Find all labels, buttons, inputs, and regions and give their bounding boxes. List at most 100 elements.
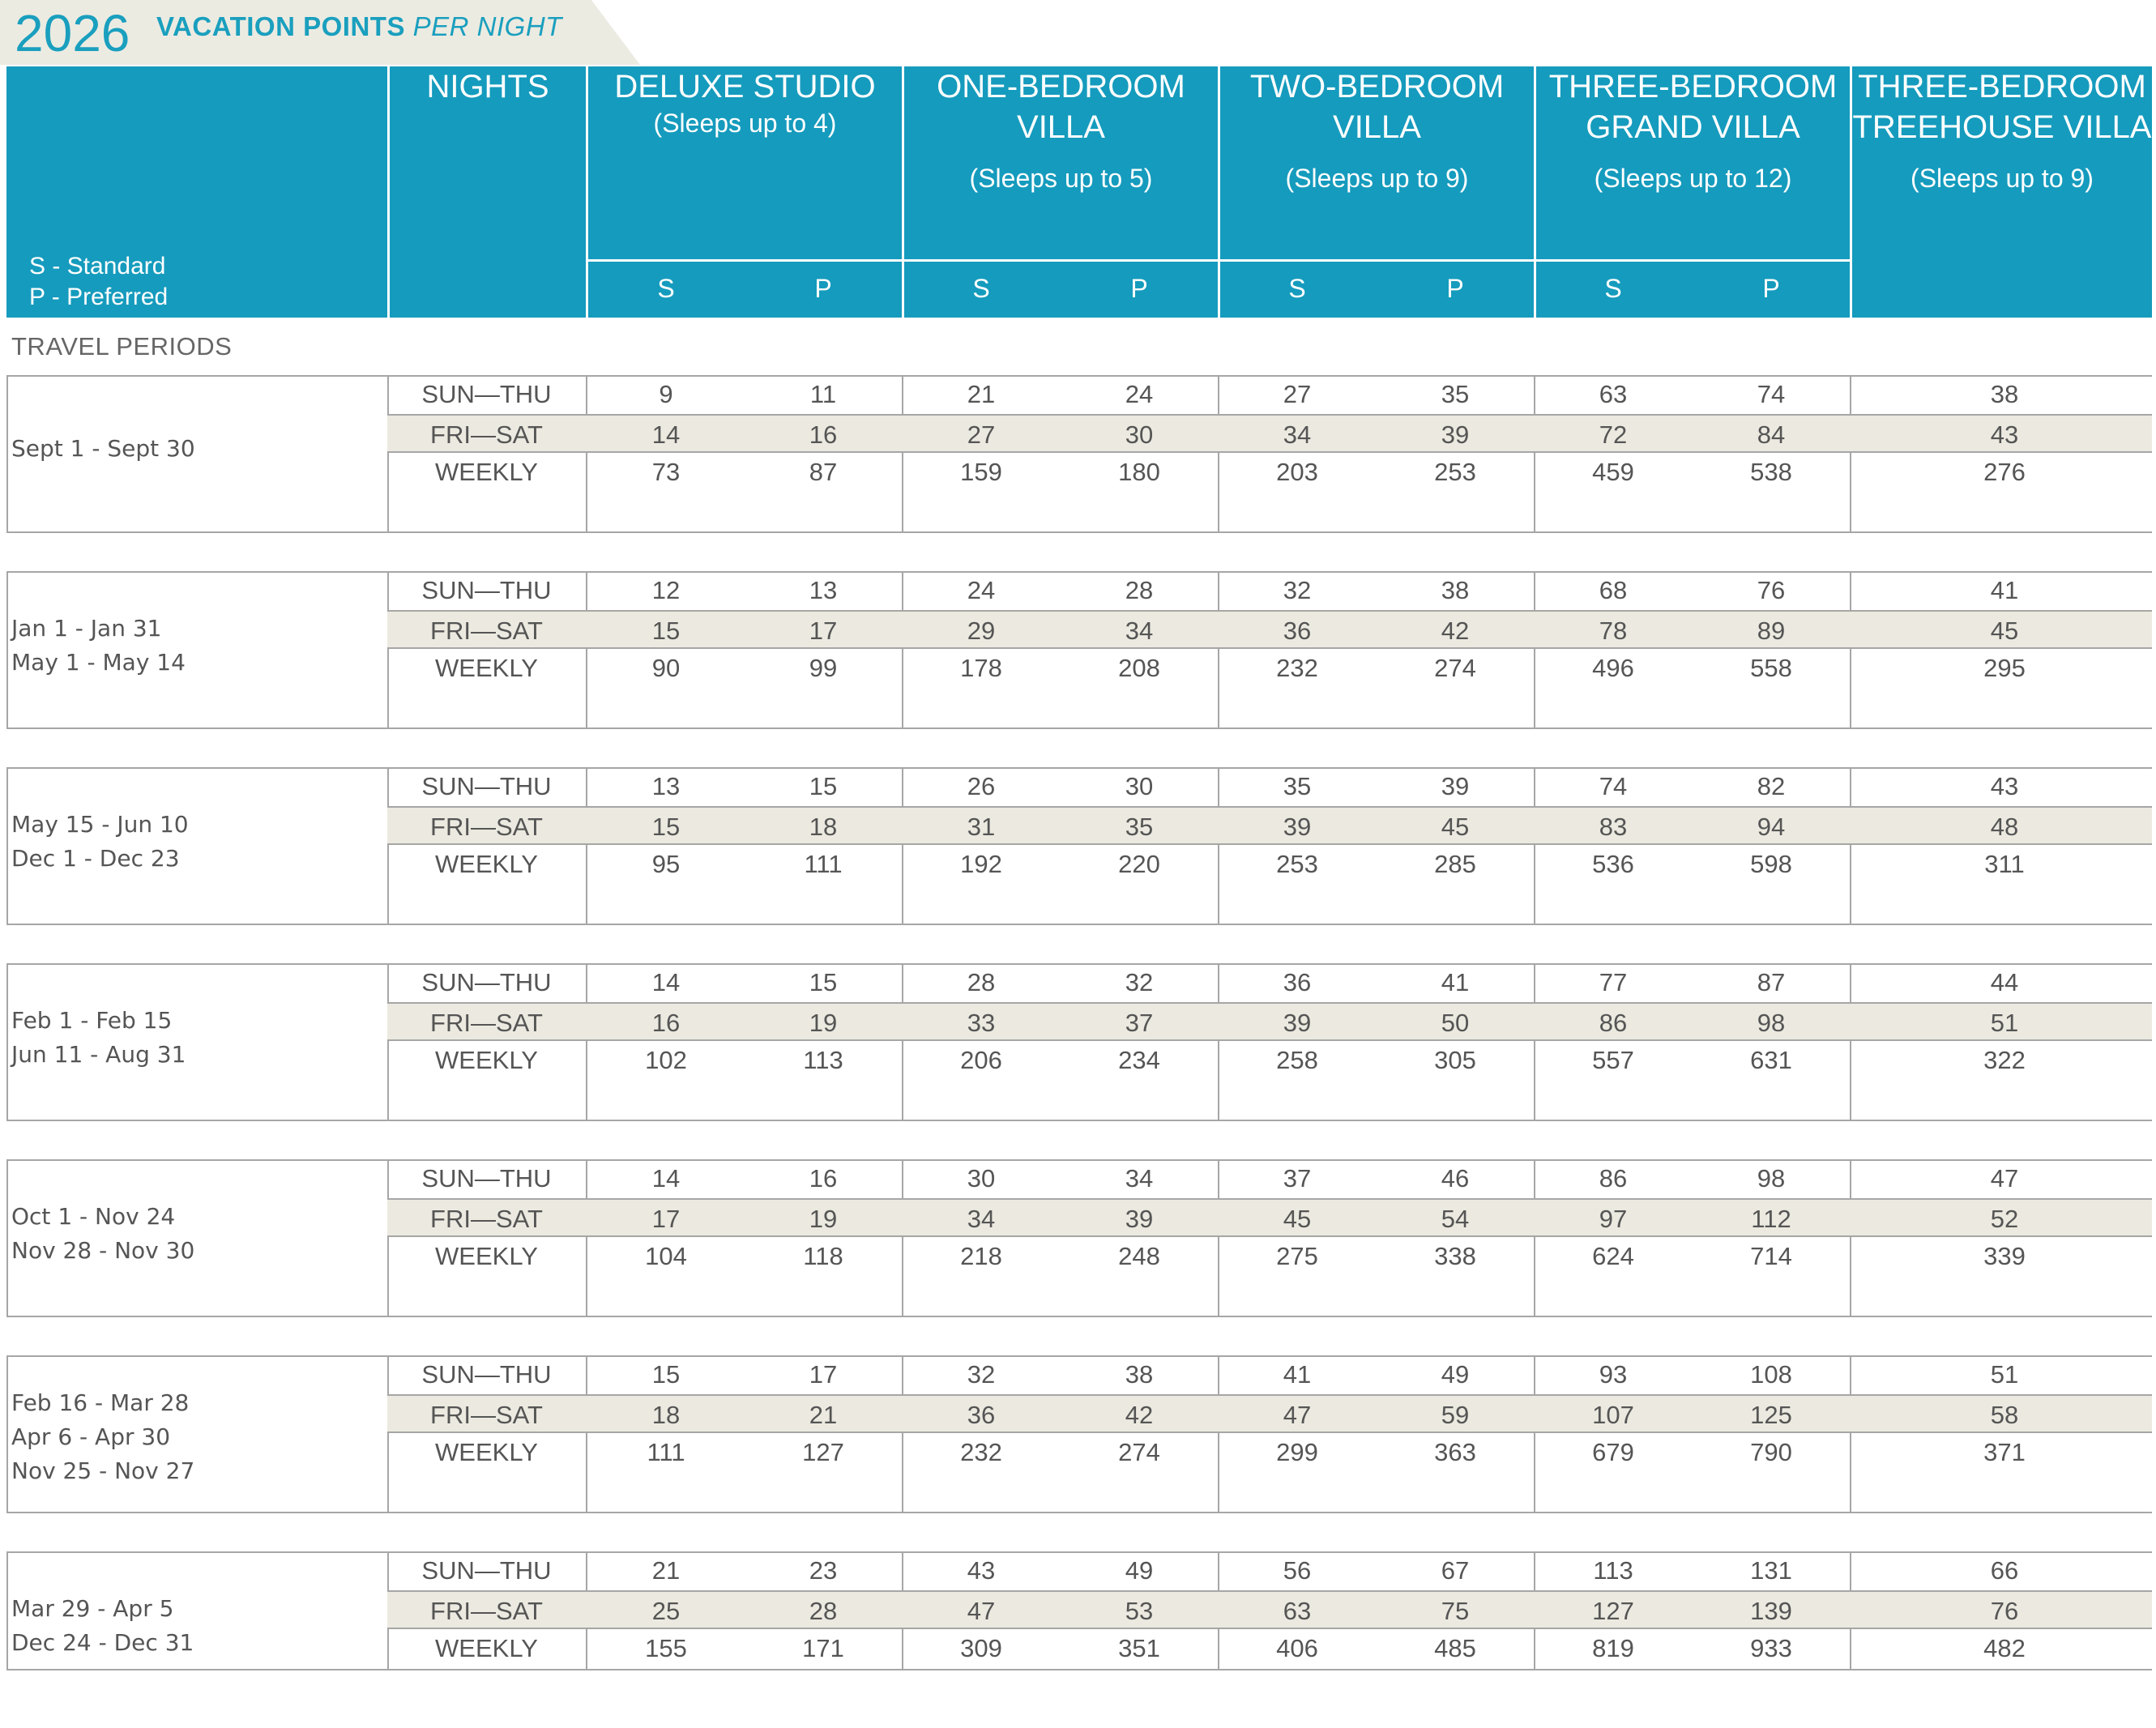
points-cell: 46 xyxy=(1441,1164,1470,1193)
column-divider xyxy=(586,767,587,925)
table-row: FRI—SAT 15 17 29 34 36 42 78 89 45 xyxy=(387,610,2152,649)
column-divider xyxy=(586,1355,587,1513)
points-cell: 39 xyxy=(1125,1205,1154,1233)
points-cell: 482 xyxy=(1983,1634,2026,1662)
points-cell: 285 xyxy=(1434,850,1476,878)
points-cell: 295 xyxy=(1983,654,2026,682)
col-two-bed-line2: VILLA xyxy=(1333,109,1421,145)
points-cell: 15 xyxy=(809,968,838,996)
points-cell: 155 xyxy=(645,1634,687,1662)
column-divider xyxy=(1218,1355,1219,1513)
points-cell: 94 xyxy=(1757,813,1786,841)
travel-period-label: Apr 6 - Apr 30 xyxy=(11,1423,171,1450)
column-divider xyxy=(387,1159,389,1317)
points-cell: 53 xyxy=(1125,1597,1154,1625)
points-cell: 178 xyxy=(960,654,1002,682)
points-cell: 111 xyxy=(647,1438,685,1466)
table-row: WEEKLY 90 99 178 208 232 274 496 558 295 xyxy=(387,649,2152,688)
points-cell: 28 xyxy=(809,1597,838,1625)
nights-label: FRI—SAT xyxy=(430,617,543,645)
col-deluxe-sleeps: (Sleeps up to 4) xyxy=(653,109,837,138)
column-divider xyxy=(586,571,587,729)
travel-periods-label: TRAVEL PERIODS xyxy=(11,332,233,361)
title-tab-shape xyxy=(0,0,640,65)
points-cell: 73 xyxy=(651,458,681,486)
column-divider xyxy=(1534,963,1535,1121)
points-cell: 31 xyxy=(967,813,996,841)
col-three-treehouse: THREE-BEDROOM TREEHOUSE VILLA (Sleeps up… xyxy=(1852,66,2152,318)
header-divider xyxy=(1218,66,1220,318)
points-cell: 30 xyxy=(1125,420,1154,449)
header-divider xyxy=(1534,66,1536,318)
points-cell: 38 xyxy=(1990,380,2019,408)
points-cell: 66 xyxy=(1990,1556,2019,1585)
points-cell: 50 xyxy=(1441,1009,1470,1037)
table-row: SUN—THU 15 17 32 38 41 49 93 108 51 xyxy=(387,1355,2152,1394)
points-cell: 631 xyxy=(1750,1046,1792,1074)
points-cell: 15 xyxy=(651,1360,681,1389)
points-cell: 24 xyxy=(1125,380,1154,408)
table-row: SUN—THU 21 23 43 49 56 67 113 131 66 xyxy=(387,1551,2152,1590)
points-cell: 9 xyxy=(659,380,673,408)
points-cell: 45 xyxy=(1441,813,1470,841)
table-row: FRI—SAT 15 18 31 35 39 45 83 94 48 xyxy=(387,806,2152,845)
points-cell: 274 xyxy=(1118,1438,1160,1466)
points-cell: 232 xyxy=(1276,654,1318,682)
points-cell: 933 xyxy=(1750,1634,1792,1662)
points-cell: 113 xyxy=(1593,1556,1633,1585)
points-cell: 32 xyxy=(1283,576,1312,604)
points-cell: 34 xyxy=(1125,1164,1154,1193)
table-header: S - Standard P - Preferred NIGHTS DELUXE… xyxy=(6,66,2152,318)
points-cell: 558 xyxy=(1750,654,1792,682)
title-tab: 2026 VACATION POINTS PER NIGHT xyxy=(0,0,640,65)
header-divider xyxy=(902,66,904,318)
points-cell: 82 xyxy=(1757,772,1786,800)
points-cell: 39 xyxy=(1283,813,1312,841)
points-cell: 275 xyxy=(1276,1242,1318,1270)
points-cell: 305 xyxy=(1434,1046,1476,1074)
points-cell: 206 xyxy=(960,1046,1002,1074)
points-cell: 35 xyxy=(1283,772,1312,800)
points-cell: 536 xyxy=(1592,850,1634,878)
points-cell: 27 xyxy=(967,420,996,449)
three-grand-s-label: S xyxy=(1604,274,1622,303)
travel-period-label: Feb 16 - Mar 28 xyxy=(11,1389,190,1416)
travel-period-label: Jun 11 - Aug 31 xyxy=(11,1041,186,1068)
points-cell: 363 xyxy=(1434,1438,1476,1466)
points-cell: 113 xyxy=(803,1046,843,1074)
table-row: SUN—THU 9 11 21 24 27 35 63 74 38 xyxy=(387,375,2152,414)
points-cell: 87 xyxy=(809,458,838,486)
column-divider xyxy=(1850,571,1851,729)
points-cell: 15 xyxy=(809,772,838,800)
table-row: FRI—SAT 18 21 36 42 47 59 107 125 58 xyxy=(387,1394,2152,1433)
col-three-tree-line1: THREE-BEDROOM xyxy=(1858,69,2146,105)
points-cell: 30 xyxy=(1125,772,1154,800)
points-cell: 47 xyxy=(1283,1401,1312,1429)
rate-block-border xyxy=(6,1355,2152,1513)
points-cell: 299 xyxy=(1276,1438,1318,1466)
points-cell: 37 xyxy=(1125,1009,1154,1037)
col-nights-label: NIGHTS xyxy=(426,69,549,105)
points-cell: 371 xyxy=(1983,1438,2026,1466)
col-three-grand-line1: THREE-BEDROOM xyxy=(1548,69,1838,105)
points-cell: 23 xyxy=(809,1556,838,1585)
points-cell: 485 xyxy=(1434,1634,1476,1662)
nights-label: SUN—THU xyxy=(421,772,552,800)
points-cell: 42 xyxy=(1125,1401,1154,1429)
points-cell: 16 xyxy=(809,1164,838,1193)
points-cell: 63 xyxy=(1283,1597,1312,1625)
points-cell: 34 xyxy=(967,1205,996,1233)
points-cell: 29 xyxy=(967,617,996,645)
table-row: WEEKLY 95 111 192 220 253 285 536 598 311 xyxy=(387,845,2152,884)
nights-label: FRI—SAT xyxy=(430,1009,543,1037)
points-cell: 171 xyxy=(802,1634,844,1662)
points-cell: 24 xyxy=(967,576,996,604)
points-cell: 41 xyxy=(1990,576,2019,604)
rate-block-border xyxy=(6,1551,2152,1670)
nights-label: WEEKLY xyxy=(435,850,538,878)
nights-label: FRI—SAT xyxy=(430,1401,543,1429)
points-cell: 159 xyxy=(960,458,1002,486)
column-divider xyxy=(902,1355,903,1513)
column-divider xyxy=(586,963,587,1121)
table-row: SUN—THU 14 16 30 34 37 46 86 98 47 xyxy=(387,1159,2152,1198)
